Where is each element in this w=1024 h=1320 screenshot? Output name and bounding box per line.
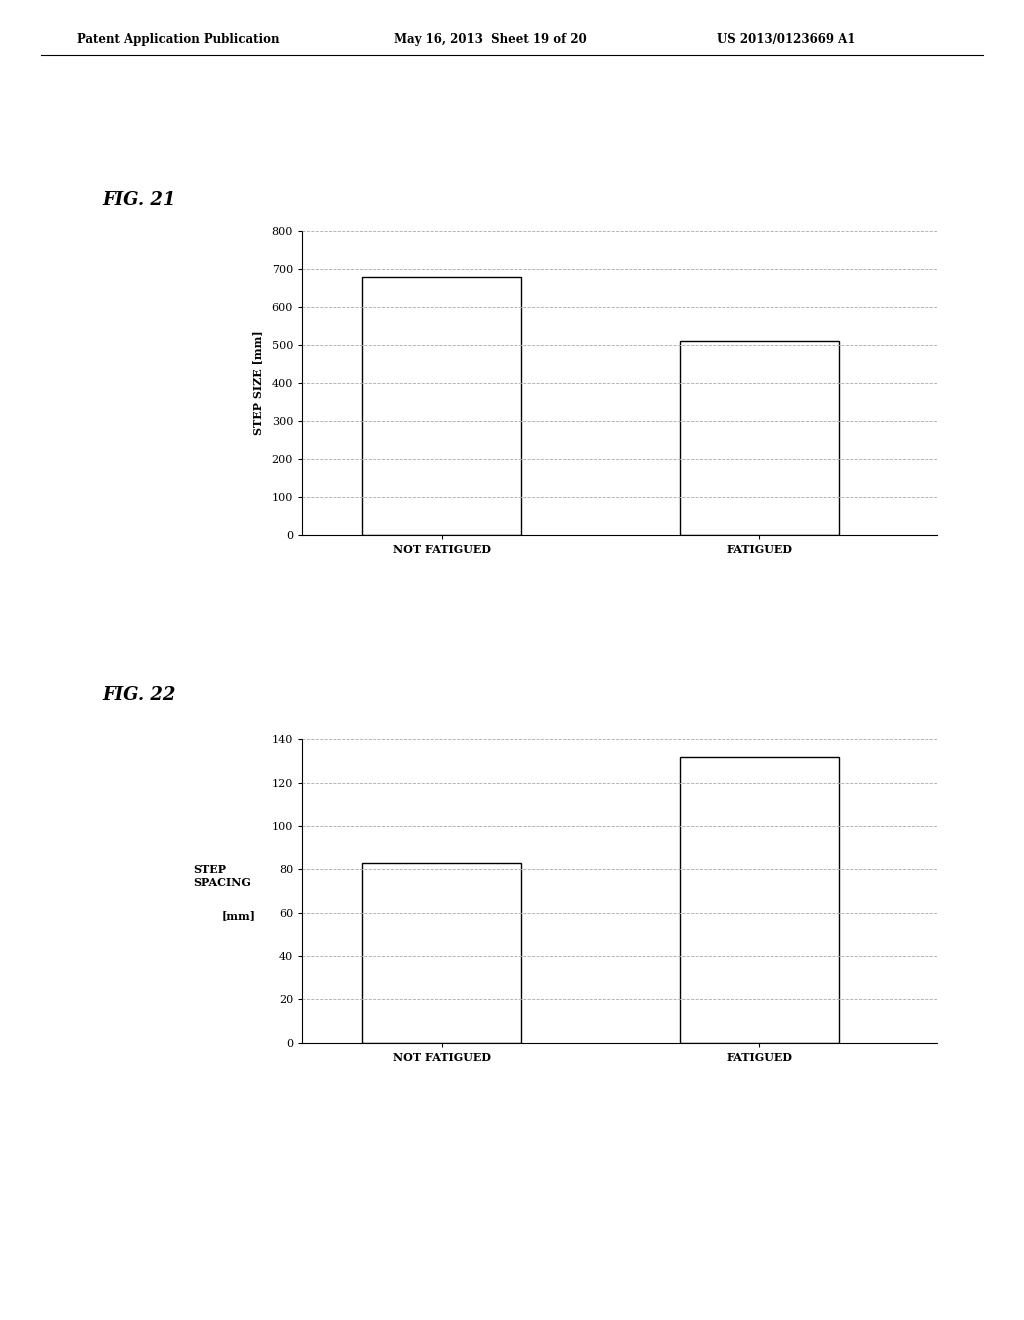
Bar — [362, 863, 521, 1043]
Bar — [680, 341, 839, 535]
Text: US 2013/0123669 A1: US 2013/0123669 A1 — [717, 33, 855, 46]
Bar — [362, 277, 521, 535]
Text: STEP
SPACING: STEP SPACING — [193, 863, 251, 888]
Y-axis label: STEP SIZE [mm]: STEP SIZE [mm] — [252, 330, 263, 436]
Text: FIG. 21: FIG. 21 — [102, 191, 176, 210]
Bar — [680, 756, 839, 1043]
Text: May 16, 2013  Sheet 19 of 20: May 16, 2013 Sheet 19 of 20 — [394, 33, 587, 46]
Text: [mm]: [mm] — [222, 909, 256, 921]
Text: Patent Application Publication: Patent Application Publication — [77, 33, 280, 46]
Text: FIG. 22: FIG. 22 — [102, 686, 176, 705]
